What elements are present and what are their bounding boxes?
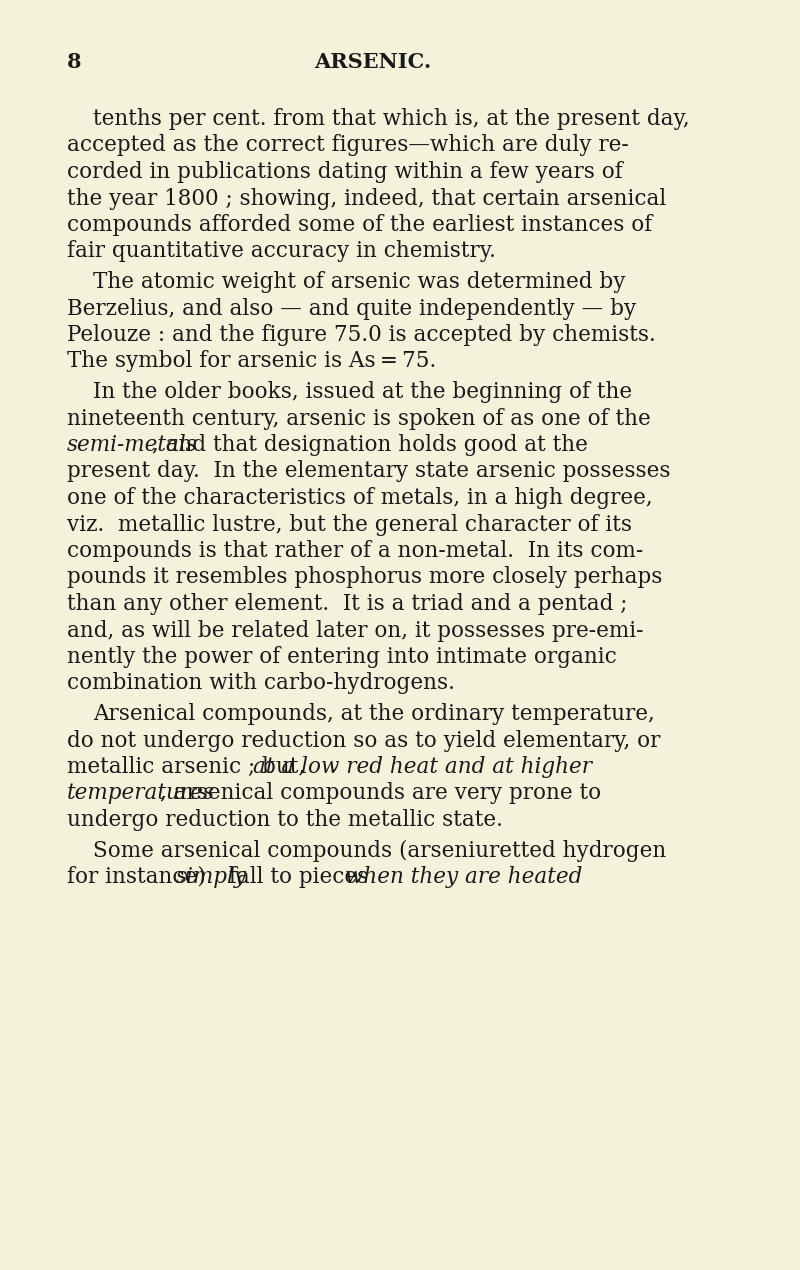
Text: nently the power of entering into intimate organic: nently the power of entering into intima… bbox=[67, 646, 617, 668]
Text: Arsenical compounds, at the ordinary temperature,: Arsenical compounds, at the ordinary tem… bbox=[94, 704, 655, 725]
Text: temperatures: temperatures bbox=[67, 782, 215, 804]
Text: the year 1800 ; showing, indeed, that certain arsenical: the year 1800 ; showing, indeed, that ce… bbox=[67, 188, 666, 210]
Text: ARSENIC.: ARSENIC. bbox=[314, 52, 431, 72]
Text: Pelouze : and the figure 75.0 is accepted by chemists.: Pelouze : and the figure 75.0 is accepte… bbox=[67, 324, 656, 345]
Text: The symbol for arsenic is As = 75.: The symbol for arsenic is As = 75. bbox=[67, 351, 436, 372]
Text: for instance): for instance) bbox=[67, 866, 213, 888]
Text: Berzelius, and also — and quite independently — by: Berzelius, and also — and quite independ… bbox=[67, 297, 636, 320]
Text: In the older books, issued at the beginning of the: In the older books, issued at the beginn… bbox=[94, 381, 632, 403]
Text: accepted as the correct figures—which are duly re-: accepted as the correct figures—which ar… bbox=[67, 135, 629, 156]
Text: viz.  metallic lustre, but the general character of its: viz. metallic lustre, but the general ch… bbox=[67, 513, 632, 536]
Text: do not undergo reduction so as to yield elementary, or: do not undergo reduction so as to yield … bbox=[67, 729, 661, 752]
Text: Some arsenical compounds (arseniuretted hydrogen: Some arsenical compounds (arseniuretted … bbox=[94, 839, 666, 861]
Text: simply: simply bbox=[175, 866, 246, 888]
Text: compounds afforded some of the earliest instances of: compounds afforded some of the earliest … bbox=[67, 215, 652, 236]
Text: metallic arsenic ; but,: metallic arsenic ; but, bbox=[67, 756, 312, 779]
Text: and, as will be related later on, it possesses pre-emi-: and, as will be related later on, it pos… bbox=[67, 620, 644, 641]
Text: undergo reduction to the metallic state.: undergo reduction to the metallic state. bbox=[67, 809, 503, 831]
Text: present day.  In the elementary state arsenic possesses: present day. In the elementary state ars… bbox=[67, 461, 670, 483]
Text: fall to pieces: fall to pieces bbox=[222, 866, 375, 888]
Text: compounds is that rather of a non-metal.  In its com-: compounds is that rather of a non-metal.… bbox=[67, 540, 643, 563]
Text: when they are heated: when they are heated bbox=[346, 866, 583, 888]
Text: The atomic weight of arsenic was determined by: The atomic weight of arsenic was determi… bbox=[94, 271, 626, 293]
Text: than any other element.  It is a triad and a pentad ;: than any other element. It is a triad an… bbox=[67, 593, 627, 615]
Text: at a low red heat and at higher: at a low red heat and at higher bbox=[253, 756, 592, 779]
Text: fair quantitative accuracy in chemistry.: fair quantitative accuracy in chemistry. bbox=[67, 240, 496, 263]
Text: nineteenth century, arsenic is spoken of as one of the: nineteenth century, arsenic is spoken of… bbox=[67, 408, 651, 429]
Text: 8: 8 bbox=[67, 52, 82, 72]
Text: one of the characteristics of metals, in a high degree,: one of the characteristics of metals, in… bbox=[67, 486, 653, 509]
Text: tenths per cent. from that which is, at the present day,: tenths per cent. from that which is, at … bbox=[94, 108, 690, 130]
Text: combination with carbo-hydrogens.: combination with carbo-hydrogens. bbox=[67, 673, 455, 695]
Text: semi-metals: semi-metals bbox=[67, 434, 198, 456]
Text: pounds it resembles phosphorus more closely perhaps: pounds it resembles phosphorus more clos… bbox=[67, 566, 662, 588]
Text: , arsenical compounds are very prone to: , arsenical compounds are very prone to bbox=[160, 782, 601, 804]
Text: corded in publications dating within a few years of: corded in publications dating within a f… bbox=[67, 161, 623, 183]
Text: , and that designation holds good at the: , and that designation holds good at the bbox=[152, 434, 588, 456]
